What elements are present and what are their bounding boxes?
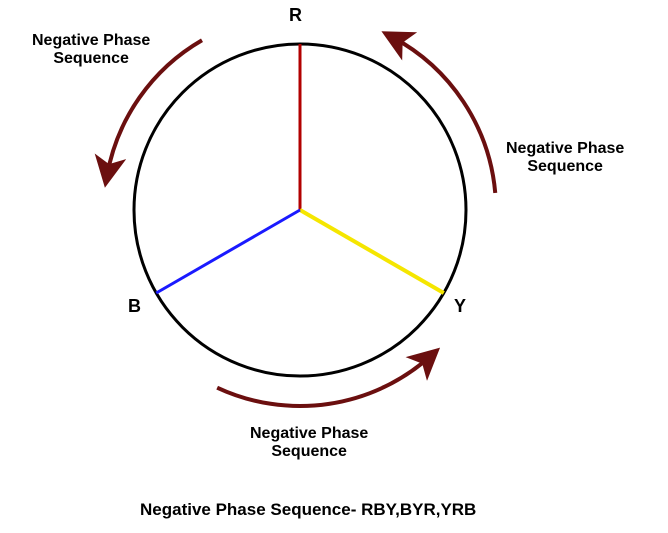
arc-label-top-left: Negative Phase Sequence <box>32 32 150 68</box>
phasor-label-y: Y <box>454 296 466 317</box>
phasor-label-r: R <box>289 5 302 26</box>
diagram-caption: Negative Phase Sequence- RBY,BYR,YRB <box>140 500 476 520</box>
phasor-label-b: B <box>128 296 141 317</box>
arc-label-top-right: Negative Phase Sequence <box>506 140 624 176</box>
rotation-arc-bottom <box>217 356 431 406</box>
phasor-b <box>156 210 300 293</box>
phasor-y <box>300 210 444 293</box>
rotation-arc-top-right <box>392 37 495 193</box>
arc-label-bottom: Negative Phase Sequence <box>250 425 368 461</box>
